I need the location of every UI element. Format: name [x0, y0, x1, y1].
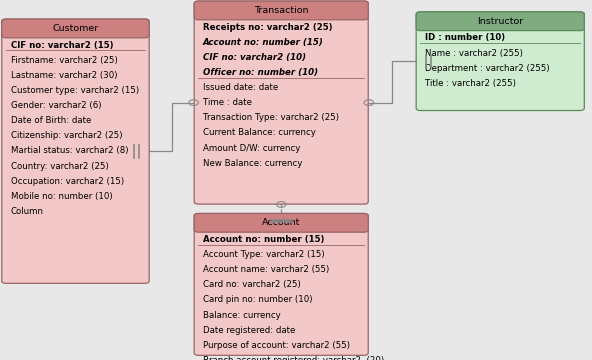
Text: Officer no: number (10): Officer no: number (10)	[203, 68, 318, 77]
Text: Transaction: Transaction	[254, 6, 308, 15]
Text: Occupation: varchar2 (15): Occupation: varchar2 (15)	[11, 177, 124, 186]
Text: Martial status: varchar2 (8): Martial status: varchar2 (8)	[11, 147, 128, 156]
Text: Branch account registered: varchar2  (20): Branch account registered: varchar2 (20)	[203, 356, 384, 360]
Text: Department : varchar2 (255): Department : varchar2 (255)	[425, 64, 550, 73]
FancyBboxPatch shape	[2, 19, 149, 283]
Text: Card pin no: number (10): Card pin no: number (10)	[203, 296, 313, 305]
FancyBboxPatch shape	[2, 19, 149, 38]
FancyBboxPatch shape	[416, 12, 584, 31]
Text: Column: Column	[11, 207, 44, 216]
Text: Mobile no: number (10): Mobile no: number (10)	[11, 192, 112, 201]
Text: Current Balance: currency: Current Balance: currency	[203, 129, 316, 138]
Text: Receipts no: varchar2 (25): Receipts no: varchar2 (25)	[203, 23, 333, 32]
Text: CIF no: varchar2 (15): CIF no: varchar2 (15)	[11, 41, 113, 50]
Text: Account Type: varchar2 (15): Account Type: varchar2 (15)	[203, 250, 324, 259]
Text: ID : number (10): ID : number (10)	[425, 33, 505, 42]
Text: Account: Account	[262, 218, 300, 228]
Text: Account no: number (15): Account no: number (15)	[203, 235, 324, 244]
Text: Account no: number (15): Account no: number (15)	[203, 38, 324, 47]
Text: Issued date: date: Issued date: date	[203, 83, 278, 92]
Text: Date of Birth: date: Date of Birth: date	[11, 116, 91, 125]
Text: Purpose of account: varchar2 (55): Purpose of account: varchar2 (55)	[203, 341, 350, 350]
Text: Customer type: varchar2 (15): Customer type: varchar2 (15)	[11, 86, 139, 95]
Text: Instructor: Instructor	[477, 17, 523, 26]
Text: Name : varchar2 (255): Name : varchar2 (255)	[425, 49, 523, 58]
FancyBboxPatch shape	[194, 213, 368, 232]
FancyBboxPatch shape	[194, 1, 368, 20]
Text: Title : varchar2 (255): Title : varchar2 (255)	[425, 79, 516, 88]
FancyBboxPatch shape	[194, 1, 368, 204]
Text: Date registered: date: Date registered: date	[203, 326, 295, 335]
Text: Gender: varchar2 (6): Gender: varchar2 (6)	[11, 101, 101, 110]
Text: Card no: varchar2 (25): Card no: varchar2 (25)	[203, 280, 301, 289]
Text: CIF no: varchar2 (10): CIF no: varchar2 (10)	[203, 53, 306, 62]
Text: Customer: Customer	[52, 24, 99, 33]
Text: Country: varchar2 (25): Country: varchar2 (25)	[11, 162, 108, 171]
Text: New Balance: currency: New Balance: currency	[203, 159, 303, 168]
Text: Time : date: Time : date	[203, 98, 252, 107]
Text: Lastname: varchar2 (30): Lastname: varchar2 (30)	[11, 71, 117, 80]
Text: Transaction Type: varchar2 (25): Transaction Type: varchar2 (25)	[203, 113, 339, 122]
FancyBboxPatch shape	[194, 213, 368, 355]
Text: Balance: currency: Balance: currency	[203, 311, 281, 320]
FancyBboxPatch shape	[416, 12, 584, 111]
Text: Firstname: varchar2 (25): Firstname: varchar2 (25)	[11, 56, 117, 65]
Text: Citizenship: varchar2 (25): Citizenship: varchar2 (25)	[11, 131, 122, 140]
Text: Account name: varchar2 (55): Account name: varchar2 (55)	[203, 265, 329, 274]
Text: Amount D/W: currency: Amount D/W: currency	[203, 144, 300, 153]
